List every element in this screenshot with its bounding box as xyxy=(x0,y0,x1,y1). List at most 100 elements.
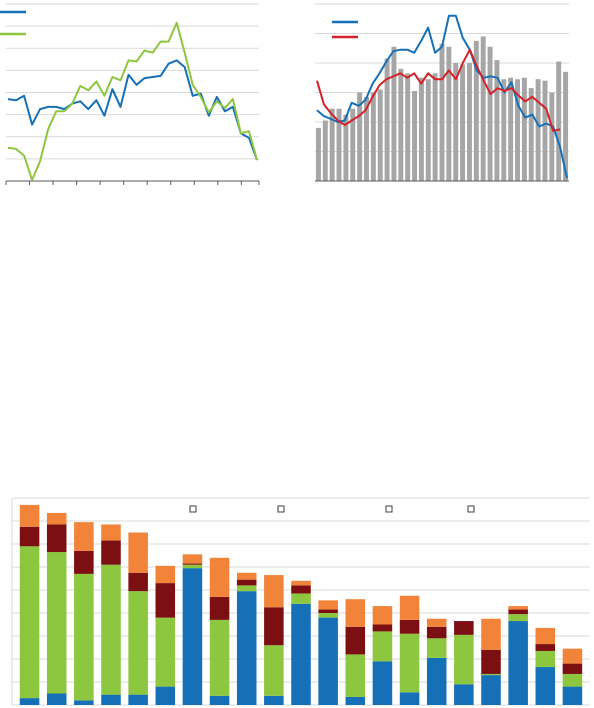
bar-segment-dark_red xyxy=(46,524,67,553)
bar xyxy=(501,79,507,181)
bar-segment-dark_red xyxy=(426,626,447,639)
bar-segment-blue xyxy=(562,686,583,705)
bar xyxy=(528,88,534,181)
bar-segment-green xyxy=(209,619,230,696)
bar xyxy=(494,60,500,181)
bar-segment-dark_red xyxy=(74,550,94,574)
bar-segment-orange xyxy=(291,580,311,586)
bar xyxy=(542,80,548,181)
bar-segment-dark_red xyxy=(236,579,257,586)
bar-segment-green xyxy=(372,631,393,662)
bar xyxy=(364,96,369,181)
bar xyxy=(329,108,335,181)
bar xyxy=(350,108,356,181)
legend-marker xyxy=(385,505,393,513)
bar xyxy=(322,120,328,181)
line-chart-left xyxy=(0,3,260,185)
bar xyxy=(563,71,569,181)
bar xyxy=(357,92,363,181)
bar-segment-blue xyxy=(399,692,420,705)
bar-segment-dark_red xyxy=(264,607,284,646)
bar-segment-green xyxy=(562,673,583,687)
bar-segment-orange xyxy=(372,606,393,625)
bar-segment-green xyxy=(182,564,203,569)
bar-segment-orange xyxy=(508,606,528,610)
bar xyxy=(343,114,349,181)
bar xyxy=(460,64,466,181)
bar xyxy=(418,77,424,181)
bar-line-chart-right xyxy=(315,3,569,182)
bar xyxy=(377,89,383,181)
bar-segment-orange xyxy=(46,512,67,525)
bar xyxy=(549,92,555,181)
bar-segment-blue xyxy=(481,675,501,705)
bar-segment-dark_red xyxy=(535,644,556,651)
bar-segment-dark_red xyxy=(508,609,528,615)
bar-segment-dark_red xyxy=(155,583,176,618)
bar-segment-blue xyxy=(101,694,121,705)
bar-segment-green xyxy=(318,613,338,618)
series-line-green xyxy=(7,21,258,181)
bar-segment-blue xyxy=(209,695,230,705)
bar xyxy=(466,63,472,181)
bar-segment-blue xyxy=(318,617,338,705)
bar-segment-green xyxy=(46,552,67,694)
bar xyxy=(535,79,541,181)
bar-segment-blue xyxy=(155,686,176,705)
bar-segment-dark_red xyxy=(399,619,420,634)
bar xyxy=(515,79,520,181)
stacked-bar-chart-bottom xyxy=(11,497,590,706)
bar-segment-green xyxy=(155,617,176,687)
bar-segment-blue xyxy=(128,694,148,705)
bar-segment-green xyxy=(508,614,528,622)
bar-segment-dark_red xyxy=(128,572,148,592)
bar-segment-orange xyxy=(74,522,94,551)
bar xyxy=(473,40,479,181)
bar xyxy=(453,63,459,181)
bar xyxy=(432,73,438,181)
bar-segment-blue xyxy=(426,657,447,705)
bar-segment-blue xyxy=(372,661,393,705)
series-line-blue xyxy=(7,59,258,161)
bar-segment-orange xyxy=(209,557,230,597)
bar-segment-green xyxy=(74,573,94,701)
bar-segment-green xyxy=(19,546,40,699)
bar xyxy=(446,46,452,182)
bar-segment-green xyxy=(101,564,121,695)
bar-segment-blue xyxy=(454,684,474,705)
bar xyxy=(508,77,514,181)
bar-segment-dark_red xyxy=(209,596,230,620)
bar-segment-green xyxy=(481,673,501,676)
bar-segment-orange xyxy=(128,532,148,573)
bar xyxy=(384,58,390,182)
bar-segment-orange xyxy=(426,618,447,627)
bar-segment-green xyxy=(128,591,148,695)
bar-segment-orange xyxy=(481,618,501,650)
bar xyxy=(412,91,418,181)
legend-marker xyxy=(189,505,197,513)
bar-segment-dark_red xyxy=(481,649,501,674)
bar-segment-orange xyxy=(345,599,366,627)
bar-segment-blue xyxy=(535,667,556,705)
bar-segment-blue xyxy=(264,695,284,705)
bar-segment-blue xyxy=(19,698,40,705)
bar-segment-dark_red xyxy=(562,663,583,674)
bar-segment-dark_red xyxy=(318,609,338,613)
bar-segment-orange xyxy=(236,572,257,580)
bar-segment-dark_red xyxy=(101,540,121,565)
bar xyxy=(480,36,486,182)
bar xyxy=(405,73,411,181)
bar-segment-dark_red xyxy=(372,624,393,632)
bar-segment-blue xyxy=(345,696,366,705)
bar-segment-blue xyxy=(236,591,257,705)
bar-segment-green xyxy=(264,645,284,696)
bar-segment-blue xyxy=(46,693,67,705)
bar-segment-orange xyxy=(101,524,121,541)
bar-segment-dark_red xyxy=(291,585,311,594)
bar xyxy=(336,108,342,181)
bar-segment-orange xyxy=(155,565,176,584)
bar-segment-green xyxy=(454,634,474,685)
series-line-red xyxy=(316,48,561,132)
bar xyxy=(425,79,431,181)
bar-segment-blue xyxy=(182,568,203,705)
